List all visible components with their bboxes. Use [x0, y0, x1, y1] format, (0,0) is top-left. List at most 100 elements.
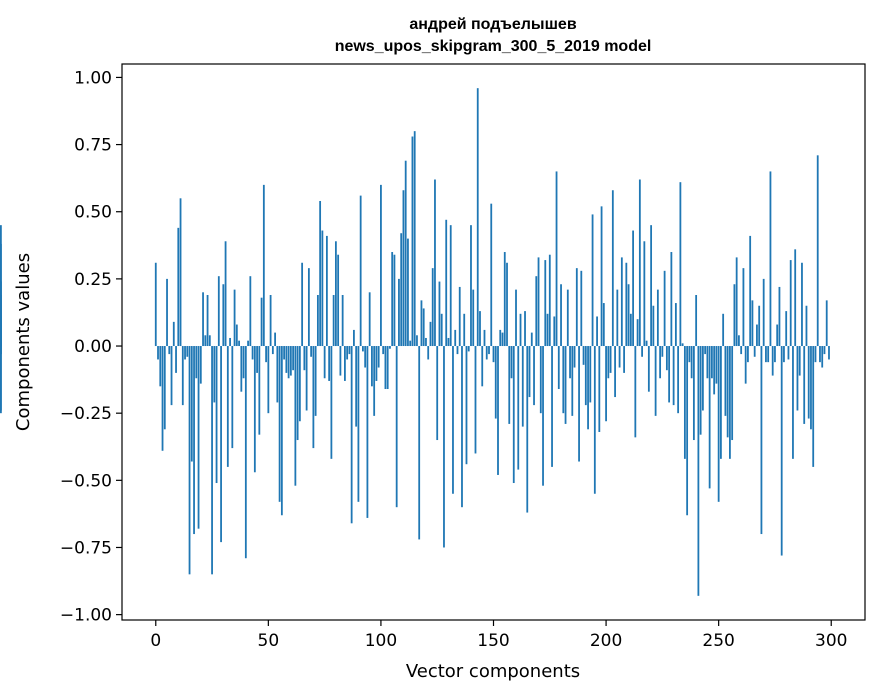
- bar-150: [492, 346, 495, 363]
- bar-105: [391, 252, 394, 347]
- bar-133: [454, 329, 457, 347]
- bar-216: [641, 346, 643, 357]
- bar-66: [303, 346, 306, 371]
- y-tick-label-1: 0.75: [74, 136, 112, 156]
- bar-224: [659, 346, 662, 379]
- bar-126: [438, 281, 441, 347]
- bar-11: [179, 198, 182, 347]
- bar-158: [510, 346, 513, 379]
- bar-121: [427, 346, 430, 360]
- bar-24: [208, 335, 211, 347]
- bar-190: [582, 346, 585, 365]
- bar-220: [650, 225, 653, 347]
- bar-58: [285, 346, 288, 373]
- bar-33: [229, 337, 231, 347]
- bar-219: [647, 346, 650, 392]
- x-tick-label-150: 150: [477, 631, 509, 651]
- bar-74: [321, 230, 324, 347]
- bar-109: [400, 233, 403, 347]
- bar-231: [674, 303, 677, 347]
- bar-239: [692, 346, 695, 441]
- bar-183: [566, 289, 569, 347]
- bar-42: [249, 276, 252, 347]
- bar-78: [330, 346, 333, 459]
- bar-172: [542, 346, 544, 486]
- bar-131: [449, 225, 452, 347]
- bar-45: [256, 346, 258, 373]
- bar-70: [312, 346, 315, 449]
- bar-195: [593, 346, 596, 494]
- bar-64: [298, 346, 301, 422]
- bar-9: [175, 346, 177, 373]
- bar-255: [729, 346, 731, 459]
- bar-125: [436, 346, 439, 441]
- bar-3: [161, 346, 164, 451]
- bar-154: [501, 332, 504, 347]
- bar-285: [796, 346, 799, 411]
- bar-241: [697, 346, 700, 596]
- bar-87: [350, 346, 353, 524]
- bar-270: [762, 278, 765, 347]
- bar-299: [828, 346, 830, 360]
- bar-77: [328, 346, 331, 381]
- bar-202: [609, 346, 612, 373]
- bar-83: [341, 295, 344, 347]
- bar-138: [465, 346, 468, 465]
- bar-128: [443, 346, 445, 548]
- bar-259: [738, 335, 740, 347]
- bar-1: [157, 346, 159, 360]
- bar-191: [584, 346, 587, 406]
- bar-201: [607, 346, 610, 379]
- bar-210: [627, 284, 630, 347]
- bar-170: [537, 257, 540, 347]
- bar-235: [683, 346, 686, 459]
- bar-203: [611, 190, 614, 347]
- bar-221: [652, 305, 655, 347]
- bar-180: [560, 284, 562, 347]
- bar-167: [530, 332, 533, 347]
- bar-229: [670, 252, 673, 347]
- plot-area-frame: [121, 63, 866, 621]
- bar-47: [260, 297, 263, 347]
- bar-250: [717, 346, 720, 502]
- bar-80: [334, 241, 337, 347]
- bar-148: [488, 346, 490, 355]
- x-axis-ticks: 0 50 100 150 200 250 300: [150, 620, 847, 651]
- bar-81: [337, 254, 340, 347]
- bar-140: [470, 225, 472, 347]
- bar-50: [267, 346, 270, 414]
- bar-266: [753, 346, 756, 357]
- bar-14: [186, 346, 189, 357]
- bar-137: [463, 313, 466, 347]
- bar-168: [533, 346, 535, 406]
- bar-166: [528, 346, 531, 398]
- bar-296: [821, 346, 824, 368]
- bar-294: [816, 155, 819, 347]
- bar-252: [722, 313, 725, 347]
- bar-undefined: [0, 340, 2, 347]
- bar-98: [375, 346, 378, 381]
- bar-0: [154, 262, 157, 347]
- bar-263: [747, 346, 749, 363]
- bar-281: [787, 346, 790, 360]
- bar-139: [467, 346, 470, 352]
- bar-136: [461, 346, 463, 508]
- bar-185: [571, 346, 574, 416]
- bar-162: [519, 313, 522, 347]
- bar-234: [681, 343, 684, 347]
- bar-218: [645, 340, 648, 347]
- bar-16: [190, 346, 193, 462]
- bar-59: [287, 346, 290, 379]
- bar-223: [656, 289, 659, 347]
- bar-127: [440, 313, 443, 347]
- bar-176: [551, 346, 553, 467]
- bar-90: [357, 346, 360, 502]
- bar-30: [222, 284, 225, 347]
- bar-200: [605, 346, 607, 422]
- bar-186: [573, 346, 576, 368]
- x-tick-label-0: 0: [150, 631, 161, 651]
- bar-26: [213, 346, 216, 403]
- bar-undefined: [0, 316, 2, 347]
- bar-71: [314, 346, 317, 416]
- bar-254: [726, 346, 729, 438]
